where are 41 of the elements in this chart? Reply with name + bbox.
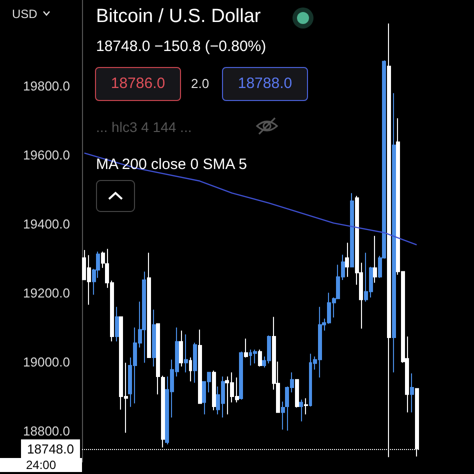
text: 24:00	[0, 458, 82, 472]
candlestick	[392, 92, 396, 373]
candlestick	[184, 334, 188, 373]
text: 18748.0 −150.8 (−0.80%)	[96, 38, 266, 55]
candlestick	[101, 251, 105, 268]
candlestick	[281, 401, 285, 430]
candlestick	[345, 242, 349, 278]
candlestick	[350, 192, 354, 268]
candlestick	[179, 330, 183, 367]
chart-title: Bitcoin / U.S. Dollar	[96, 6, 261, 28]
candlestick	[239, 351, 243, 400]
candlestick	[156, 323, 160, 395]
candlestick	[147, 252, 151, 358]
ref-line-label: 18748.0	[27, 441, 74, 456]
annotation: ... hlc3 4 144 ...	[96, 119, 192, 135]
candlestick	[198, 329, 202, 404]
candlestick	[152, 309, 156, 367]
y-tick-label: 19400.0	[23, 216, 70, 232]
candlestick	[410, 372, 414, 413]
candlestick	[373, 235, 377, 284]
candlestick	[115, 306, 119, 342]
candlestick	[244, 338, 248, 358]
y-tick-label: 19200.0	[23, 286, 70, 301]
y-tick-label: 19000.0	[23, 354, 70, 370]
candlestick	[253, 349, 257, 364]
y-tick-label: 18800.0	[23, 423, 70, 438]
candlestick	[299, 399, 303, 422]
text: USD	[12, 7, 38, 21]
annotation: 2.0	[191, 76, 210, 91]
y-tick-label: 19600.0	[23, 148, 70, 163]
line-series	[84, 152, 418, 246]
candlestick	[189, 357, 192, 382]
candlestick	[258, 349, 262, 367]
candlestick	[295, 379, 299, 408]
candlestick	[142, 271, 146, 364]
y-tick-label: 19800.0	[23, 78, 70, 94]
candlestick	[304, 398, 308, 415]
annotation: 18788.0	[222, 67, 308, 101]
annotation: 18786.0	[95, 67, 181, 101]
candlestick	[193, 342, 197, 384]
candlestick	[212, 370, 216, 411]
